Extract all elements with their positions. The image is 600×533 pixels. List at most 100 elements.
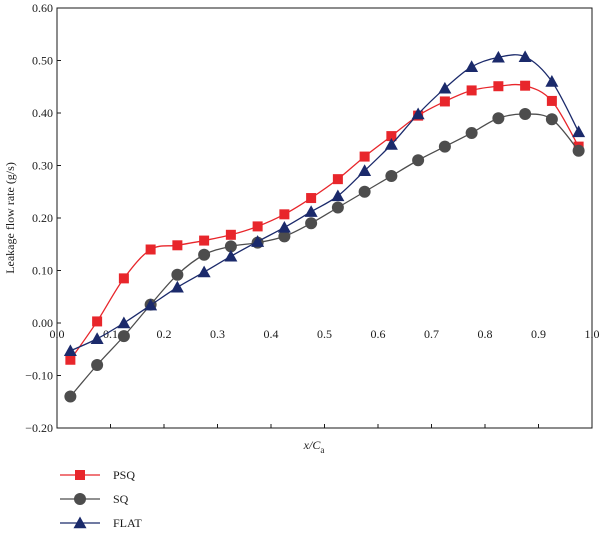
x-axis-title: x/Ca [303, 438, 325, 455]
data-point-psq [92, 316, 103, 327]
data-point-flat [331, 189, 345, 202]
data-point-sq [331, 201, 344, 214]
series-psq [65, 80, 584, 365]
data-point-psq [199, 235, 210, 246]
data-point-flat [170, 280, 184, 293]
data-point-flat [277, 220, 291, 233]
data-point-psq [172, 240, 183, 251]
y-tick-label: 0.50 [32, 54, 53, 68]
data-point-flat [438, 81, 452, 94]
x-axis-title-main: x/C [303, 438, 322, 452]
data-point-flat [90, 332, 104, 344]
data-point-psq [546, 95, 557, 106]
data-point-sq [358, 185, 371, 198]
data-point-psq [252, 221, 263, 232]
data-point-psq [279, 209, 290, 220]
legend-marker-sq [74, 493, 86, 505]
legend-marker-flat [73, 516, 87, 529]
legend-label-psq: PSQ [113, 468, 135, 482]
data-point-psq [65, 354, 76, 365]
data-point-psq [520, 80, 531, 91]
x-tick-label: 0.7 [424, 327, 439, 341]
data-point-sq [519, 108, 532, 121]
series-sq [64, 108, 585, 403]
series-layer [63, 50, 586, 403]
legend-label-sq: SQ [113, 492, 129, 506]
y-tick-label: 0.20 [32, 211, 53, 225]
data-point-psq [439, 96, 450, 107]
data-point-flat [304, 205, 318, 217]
legend-label-flat: FLAT [113, 516, 142, 530]
data-point-flat [117, 316, 131, 329]
x-tick-label: 0.9 [531, 327, 546, 341]
legend-item-sq: SQ [60, 492, 129, 506]
data-point-psq [332, 174, 343, 185]
data-point-flat [197, 265, 211, 278]
data-point-flat [465, 60, 479, 72]
x-tick-label: 0.1 [103, 327, 118, 341]
legend: PSQ SQ FLAT [60, 468, 142, 530]
data-point-sq [278, 230, 291, 243]
y-tick-label: 0.60 [32, 1, 53, 15]
data-point-sq [438, 140, 451, 153]
data-point-sq [305, 217, 318, 230]
y-tick-label: 0.30 [32, 159, 53, 173]
series-flat [63, 50, 586, 357]
data-point-sq [545, 113, 558, 126]
x-axis-title-subscript: a [320, 445, 324, 455]
data-point-flat [251, 235, 265, 247]
data-point-psq [493, 81, 504, 92]
x-tick-label: 0.6 [371, 327, 386, 341]
data-point-sq [171, 268, 184, 281]
data-point-flat [518, 50, 532, 63]
data-point-sq [91, 359, 104, 371]
legend-marker-psq [75, 470, 85, 480]
data-point-psq [466, 85, 477, 96]
data-point-psq [225, 229, 236, 240]
data-point-flat [358, 164, 372, 176]
series-line-sq [69, 113, 580, 397]
data-point-flat [491, 50, 505, 63]
y-axis-ticks: 0.60 0.50 0.40 0.30 0.20 0.10 0.00 −0.10 −0.20 [25, 1, 61, 435]
y-tick-label: 0.40 [32, 106, 53, 120]
x-tick-label: 0.8 [478, 327, 493, 341]
y-tick-label: 0.00 [32, 316, 53, 330]
data-point-sq [492, 112, 505, 125]
data-point-sq [465, 126, 478, 139]
data-point-sq [385, 170, 398, 182]
data-point-flat [411, 107, 425, 120]
data-point-psq [306, 193, 317, 204]
data-point-psq [386, 131, 397, 142]
x-tick-label: 0.4 [264, 327, 279, 341]
x-tick-label: 1.0 [585, 327, 600, 341]
data-point-sq [412, 154, 425, 167]
y-axis-title: Leakage flow rate (g/s) [3, 162, 17, 274]
legend-item-flat: FLAT [60, 516, 142, 530]
legend-item-psq: PSQ [60, 468, 135, 482]
data-point-psq [145, 244, 156, 255]
data-point-psq [118, 273, 129, 284]
series-line-psq [69, 83, 580, 361]
data-point-sq [572, 144, 585, 157]
data-point-sq [117, 330, 130, 343]
x-tick-label: 0.3 [210, 327, 225, 341]
data-point-flat [224, 249, 238, 262]
data-point-sq [64, 390, 77, 403]
y-tick-label: −0.10 [25, 369, 53, 383]
x-axis-ticks: 0.0 0.1 0.2 0.3 0.4 0.5 0.6 0.7 0.8 0.9 1.0 [50, 327, 600, 428]
plot-area-frame [56, 7, 593, 429]
x-tick-label: 0.2 [157, 327, 172, 341]
y-tick-label: −0.20 [25, 421, 53, 435]
data-point-flat [63, 344, 77, 357]
data-point-psq [359, 151, 370, 162]
x-tick-label: 0.0 [50, 327, 65, 341]
y-tick-label: 0.10 [32, 264, 53, 278]
data-point-sq [224, 240, 237, 253]
data-point-flat [384, 138, 398, 150]
data-point-sq [198, 248, 211, 261]
data-point-flat [572, 125, 586, 138]
data-point-flat [144, 298, 158, 311]
x-tick-label: 0.5 [317, 327, 332, 341]
data-point-flat [545, 75, 559, 87]
